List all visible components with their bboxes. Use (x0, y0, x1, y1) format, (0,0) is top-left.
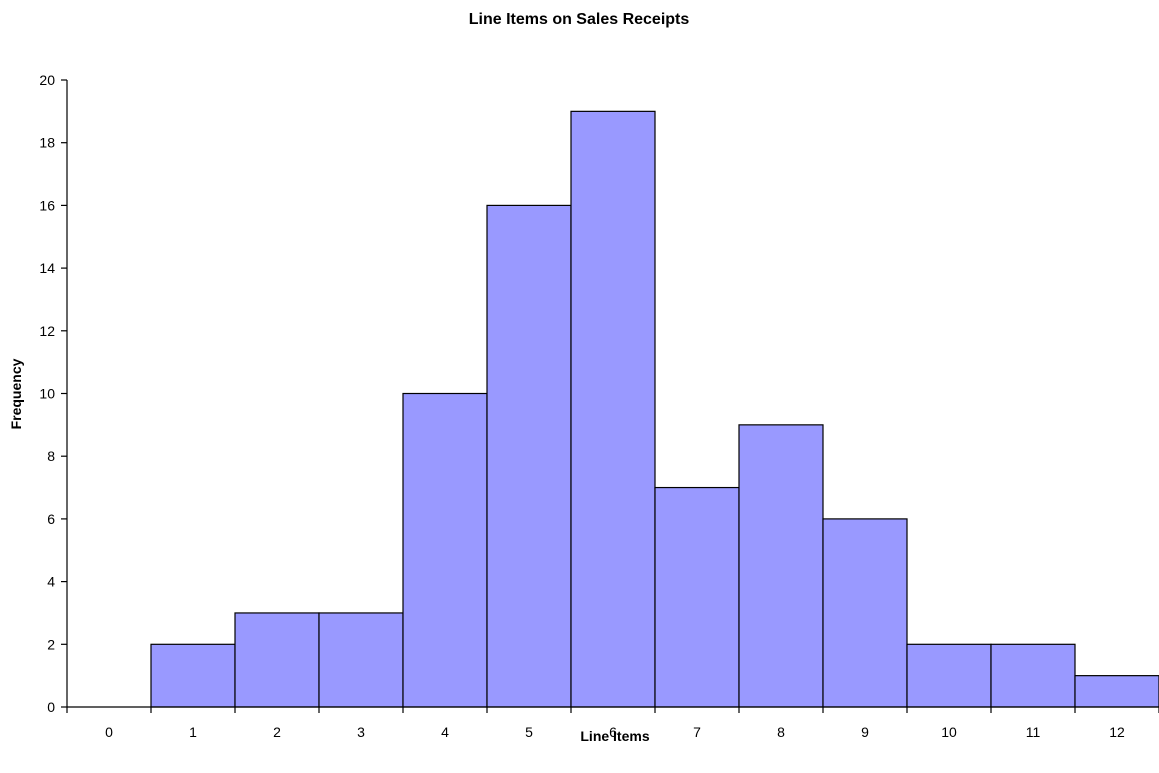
bar-8 (738, 424, 824, 708)
axes-group (61, 79, 1159, 713)
y-tick-label: 10 (39, 386, 55, 402)
bar-10 (906, 643, 992, 708)
x-tick-label: 10 (941, 724, 957, 740)
x-tick-label: 6 (609, 724, 617, 740)
bar-6 (570, 110, 656, 708)
bar-1 (150, 643, 236, 708)
x-tick-label: 3 (357, 724, 365, 740)
chart-title: Line Items on Sales Receipts (469, 11, 690, 28)
y-tick-label: 18 (39, 135, 55, 151)
x-tick-label: 1 (189, 724, 197, 740)
x-tick-label: 9 (861, 724, 869, 740)
x-tick-label: 5 (525, 724, 533, 740)
bar-2 (234, 612, 320, 708)
x-tick-label: 12 (1109, 724, 1125, 740)
x-tick-label: 0 (105, 724, 113, 740)
y-axis-title: Frequency (8, 358, 24, 429)
x-tick-label: 4 (441, 724, 449, 740)
y-tick-label: 16 (39, 197, 55, 213)
bar-12 (1074, 675, 1159, 708)
bars-group (150, 110, 1159, 708)
y-tick-label: 4 (47, 574, 55, 590)
bar-11 (990, 643, 1076, 708)
x-tick-label: 8 (777, 724, 785, 740)
y-tick-label: 14 (39, 260, 55, 276)
y-tick-label: 8 (47, 448, 55, 464)
bar-9 (822, 518, 908, 708)
bar-5 (486, 204, 572, 708)
y-tick-label: 0 (47, 699, 55, 715)
x-tick-label: 7 (693, 724, 701, 740)
x-tick-label: 11 (1026, 724, 1041, 740)
bar-4 (402, 392, 488, 708)
y-tick-label: 2 (47, 636, 55, 652)
y-tick-label: 6 (47, 511, 55, 527)
x-tick-label: 2 (273, 724, 281, 740)
y-tick-label: 12 (39, 323, 55, 339)
x-axis-title: Line Items (580, 728, 649, 744)
bar-3 (318, 612, 404, 708)
y-tick-label: 20 (39, 72, 55, 88)
bar-7 (654, 486, 740, 708)
